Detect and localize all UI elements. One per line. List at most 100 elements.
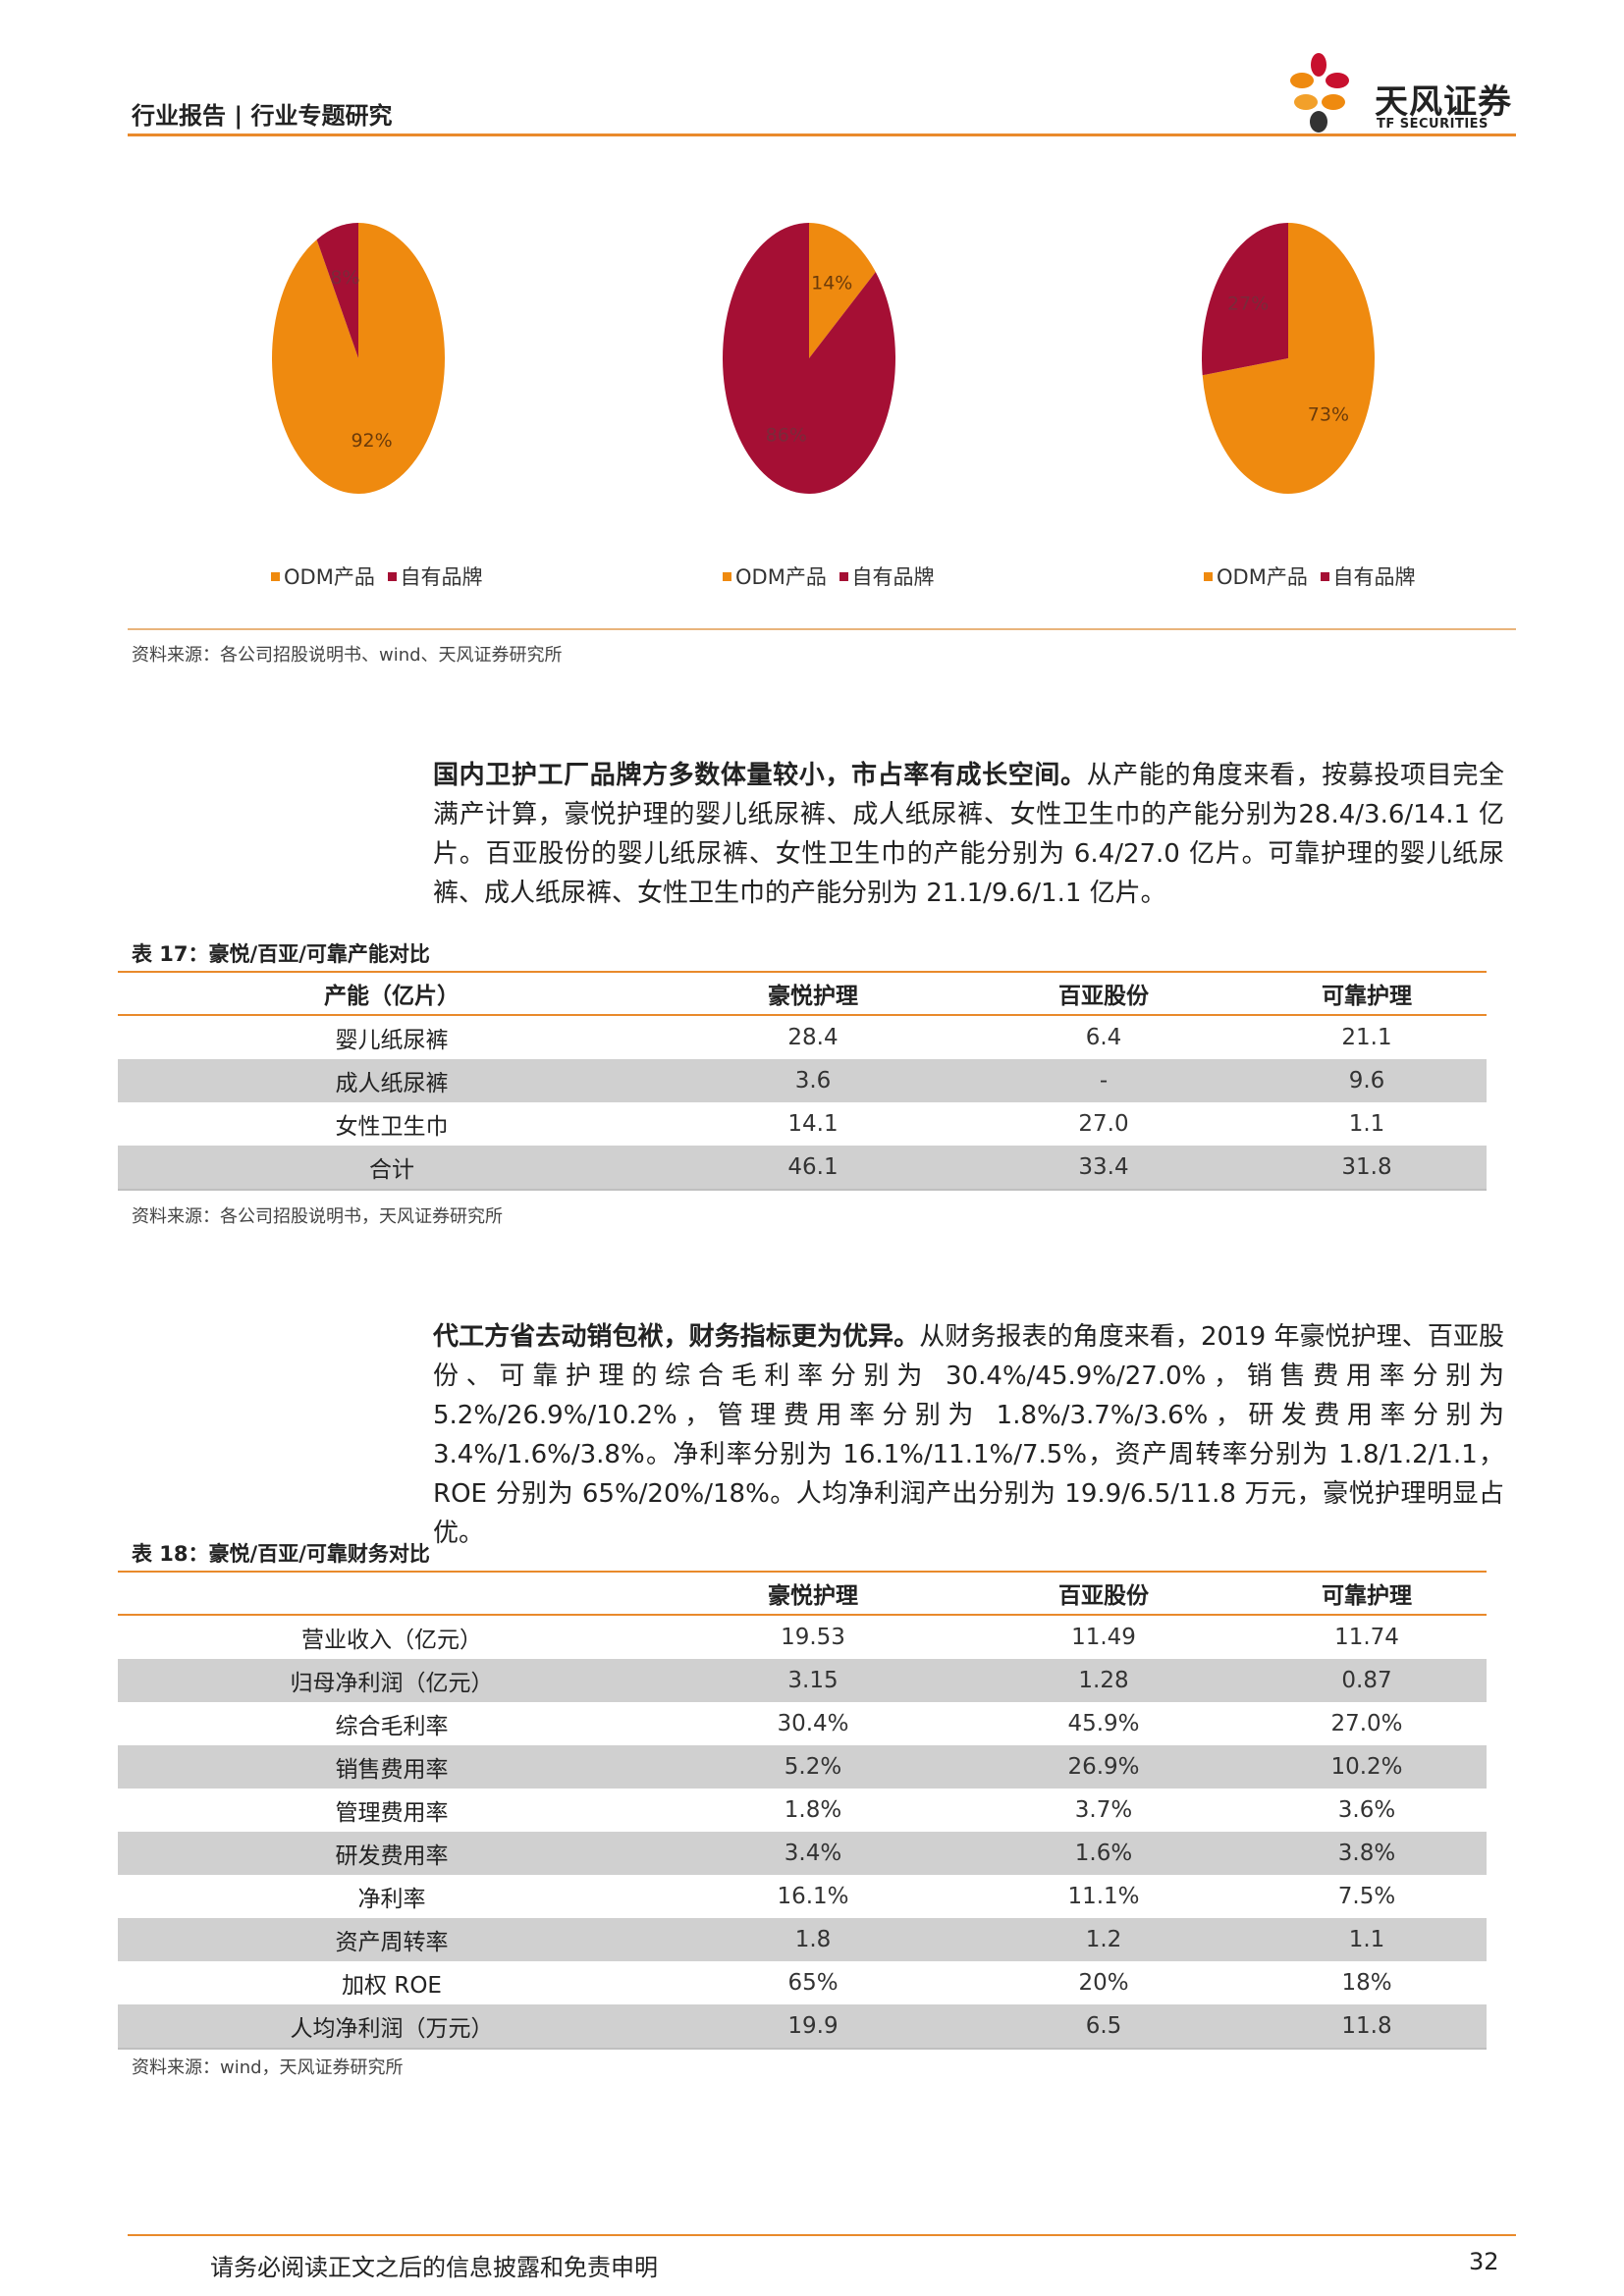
table-cell: 女性卫生巾 xyxy=(335,1114,449,1140)
table-18-top-rule xyxy=(118,1571,1487,1573)
table-cell: 20% xyxy=(1078,1970,1129,1996)
legend-odm-swatch xyxy=(723,571,731,581)
table-row: 综合毛利率 30.4% 45.9% 27.0% xyxy=(118,1702,1487,1745)
table-cell: 6.4 xyxy=(1085,1025,1122,1050)
chart-source-note: 资料来源：各公司招股说明书、wind、天风证券研究所 xyxy=(132,645,563,666)
table-cell: 1.1 xyxy=(1348,1111,1385,1137)
table-cell: 11.74 xyxy=(1334,1625,1399,1650)
table-cell: 3.6% xyxy=(1337,1797,1396,1823)
table-row: 合计 46.1 33.4 31.8 xyxy=(118,1146,1487,1191)
pie-slice-odm xyxy=(272,223,446,494)
table-cell: 65% xyxy=(787,1970,839,1996)
report-header-title: 行业报告 | 行业专题研究 xyxy=(132,102,393,130)
legend-own-label: 自有品牌 xyxy=(1332,565,1416,589)
legend-own-label: 自有品牌 xyxy=(400,565,483,589)
legend-odm-swatch xyxy=(271,571,280,581)
table-row: 成人纸尿裤 3.6 - 9.6 xyxy=(118,1059,1487,1102)
legend-own-swatch xyxy=(1320,571,1329,581)
legend-odm-label: ODM产品 xyxy=(1217,565,1308,589)
pie-slice-own-brand xyxy=(316,223,358,358)
table-row: 人均净利润（万元） 19.9 6.5 11.8 xyxy=(118,2004,1487,2050)
table-cell: 合计 xyxy=(118,1146,666,1191)
table-cell: 综合毛利率 xyxy=(335,1714,449,1739)
paragraph-lead: 代工方省去动销包袱，财务指标更为优异。 xyxy=(433,1322,920,1352)
page-number: 32 xyxy=(1469,2248,1499,2275)
legend-odm-label: ODM产品 xyxy=(735,565,827,589)
table-header-cell: 可靠护理 xyxy=(1247,973,1487,1016)
table-cell: 3.6 xyxy=(666,1059,960,1102)
table-cell: 45.9% xyxy=(1067,1711,1140,1736)
table-header-cell: 产能（亿片） xyxy=(118,973,666,1016)
table-cell: 归母净利润（亿元） xyxy=(118,1659,666,1702)
pie-chart-1: 92% 8% xyxy=(133,211,584,604)
pie-data-label: 27% xyxy=(1227,293,1269,314)
table-cell: 研发费用率 xyxy=(118,1832,666,1875)
table-17-source-note: 资料来源：各公司招股说明书，天风证券研究所 xyxy=(132,1206,503,1227)
logo-subtext: TF SECURITIES xyxy=(1377,117,1489,132)
chart-source-divider xyxy=(128,628,1516,630)
table-cell: 7.5% xyxy=(1337,1884,1396,1909)
legend-own-label: 自有品牌 xyxy=(851,565,935,589)
table-cell: 10.2% xyxy=(1247,1745,1487,1789)
table-row: 归母净利润（亿元） 3.15 1.28 0.87 xyxy=(118,1659,1487,1702)
table-cell: 26.9% xyxy=(960,1745,1247,1789)
table-header-cell: 豪悦护理 xyxy=(666,973,960,1016)
pie-data-label: 73% xyxy=(1308,404,1349,426)
legend-odm-swatch xyxy=(1204,571,1213,581)
pie-slice-odm xyxy=(1202,223,1375,494)
legend-own-swatch xyxy=(839,571,848,581)
table-cell: 16.1% xyxy=(777,1884,849,1909)
table-row: 销售费用率 5.2% 26.9% 10.2% xyxy=(118,1745,1487,1789)
table-row: 净利率 16.1% 11.1% 7.5% xyxy=(118,1875,1487,1918)
table-cell: 11.1% xyxy=(1067,1884,1140,1909)
table-cell: 净利率 xyxy=(357,1887,426,1912)
table-cell: 资产周转率 xyxy=(118,1918,666,1961)
tf-securities-logo-icon xyxy=(1290,53,1349,133)
legend-own-swatch xyxy=(387,571,397,581)
table-cell: 28.4 xyxy=(787,1025,839,1050)
paragraph-text: 从产能的角度来看，按募投项目完全满产计算，豪悦护理的婴儿纸尿裤、成人纸尿裤、女性… xyxy=(433,761,1504,908)
table-cell: 9.6 xyxy=(1247,1059,1487,1102)
table-18-source-note: 资料来源：wind，天风证券研究所 xyxy=(132,2057,404,2078)
table-header-cell: 百亚股份 xyxy=(960,1573,1247,1616)
pie-slice-odm xyxy=(809,223,876,358)
pie-chart-2-legend: ODM产品 自有品牌 xyxy=(723,561,935,591)
table-18-caption: 表 18：豪悦/百亚/可靠财务对比 xyxy=(132,1542,430,1566)
table-header-cell: 可靠护理 xyxy=(1247,1573,1487,1616)
table-cell: 11.8 xyxy=(1247,2004,1487,2050)
pie-chart-1-legend: ODM产品 自有品牌 xyxy=(271,561,483,591)
table-row: 资产周转率 1.8 1.2 1.1 xyxy=(118,1918,1487,1961)
table-cell: 19.53 xyxy=(781,1625,845,1650)
table-cell: 46.1 xyxy=(666,1146,960,1191)
table-cell: 21.1 xyxy=(1341,1025,1392,1050)
table-17-top-rule xyxy=(118,971,1487,973)
pie-data-label: 14% xyxy=(811,273,852,294)
footer-divider xyxy=(128,2234,1516,2236)
pie-data-label: 8% xyxy=(330,267,359,289)
table-cell: - xyxy=(960,1059,1247,1102)
table-cell: 人均净利润（万元） xyxy=(118,2004,666,2050)
table-cell: 27.0% xyxy=(1330,1711,1403,1736)
table-cell: 11.49 xyxy=(1071,1625,1136,1650)
table-cell: 18% xyxy=(1341,1970,1392,1996)
table-header-row: 产能（亿片） 豪悦护理 百亚股份 可靠护理 xyxy=(118,973,1487,1016)
table-cell: 14.1 xyxy=(787,1111,839,1137)
logo-text: 天风证券 xyxy=(1375,82,1512,122)
table-cell: 销售费用率 xyxy=(118,1745,666,1789)
header-divider xyxy=(128,133,1516,136)
table-cell: 1.8 xyxy=(666,1918,960,1961)
pie-chart-2: 14% 86% xyxy=(583,211,1035,604)
table-cell: 1.28 xyxy=(960,1659,1247,1702)
table-17-caption: 表 17：豪悦/百亚/可靠产能对比 xyxy=(132,942,430,966)
table-17-capacity: 产能（亿片） 豪悦护理 百亚股份 可靠护理 婴儿纸尿裤 28.4 6.4 21.… xyxy=(118,973,1487,1191)
table-cell: 1.2 xyxy=(960,1918,1247,1961)
table-row: 女性卫生巾 14.1 27.0 1.1 xyxy=(118,1102,1487,1146)
table-header-cell: 豪悦护理 xyxy=(666,1573,960,1616)
table-cell: 营业收入（亿元） xyxy=(301,1628,482,1653)
pie-data-label: 86% xyxy=(766,424,807,446)
table-row: 研发费用率 3.4% 1.6% 3.8% xyxy=(118,1832,1487,1875)
pie-data-label: 92% xyxy=(351,430,392,452)
pie-slice-own-brand xyxy=(1202,223,1288,376)
table-18-financials: 豪悦护理 百亚股份 可靠护理 营业收入（亿元） 19.53 11.49 11.7… xyxy=(118,1573,1487,2050)
table-cell: 3.4% xyxy=(666,1832,960,1875)
